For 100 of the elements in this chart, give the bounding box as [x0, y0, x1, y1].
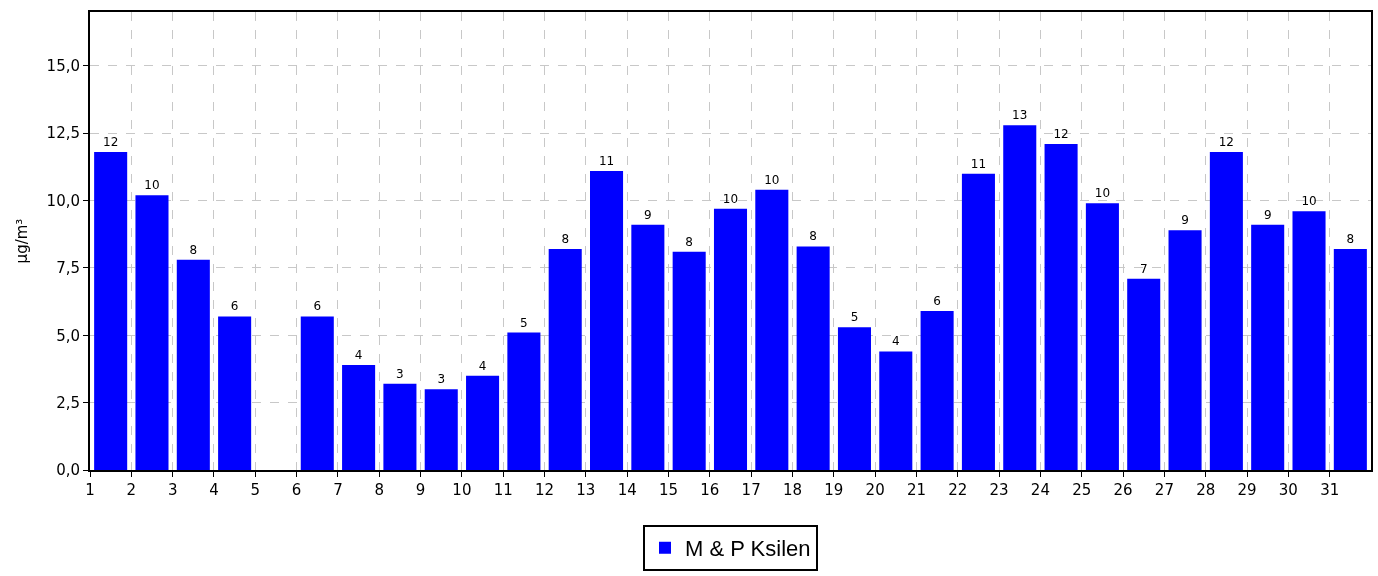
- bar: [1292, 211, 1326, 470]
- bar: [796, 246, 830, 470]
- data-label: 12: [103, 135, 119, 150]
- y-tick-label: 2,5: [56, 393, 80, 412]
- bar: [1127, 278, 1161, 470]
- bar: [713, 208, 748, 470]
- x-tick-label: 14: [617, 481, 637, 499]
- x-tick-label: 26: [1113, 481, 1133, 499]
- data-label: 11: [598, 153, 615, 168]
- bar: [176, 259, 210, 470]
- data-label: 8: [561, 232, 570, 247]
- x-tick-label: 5: [250, 481, 261, 499]
- data-label: 12: [1053, 127, 1069, 142]
- bar: [424, 389, 458, 470]
- data-label: 3: [396, 366, 404, 381]
- x-tick-label: 9: [415, 481, 426, 499]
- x-tick-label: 18: [782, 481, 803, 499]
- x-tick-label: 8: [374, 481, 385, 499]
- x-tick-label: 1: [85, 481, 95, 499]
- data-label: 4: [354, 347, 363, 362]
- y-tick-label: 5,0: [56, 326, 80, 345]
- x-tick-label: 19: [824, 481, 844, 499]
- bar: [135, 195, 169, 470]
- x-tick-label: 4: [209, 481, 219, 499]
- x-tick-label: 21: [906, 481, 926, 499]
- x-tick-label: 24: [1030, 481, 1050, 499]
- bar: [94, 152, 128, 470]
- bar: [920, 311, 954, 470]
- bar: [879, 351, 913, 470]
- bar: [590, 170, 624, 470]
- bar: [631, 224, 665, 470]
- x-tick-label: 30: [1278, 481, 1298, 499]
- y-tick-label: 15,0: [46, 57, 80, 76]
- bar: [1044, 144, 1078, 470]
- x-tick-label: 13: [576, 481, 596, 499]
- data-label: 10: [1301, 194, 1317, 209]
- data-label: 8: [809, 229, 817, 244]
- data-label: 5: [850, 310, 859, 325]
- x-tick-label: 12: [535, 481, 555, 499]
- bar: [300, 316, 334, 470]
- data-label: 4: [891, 334, 900, 349]
- data-label: 9: [1263, 207, 1272, 222]
- x-tick-label: 10: [452, 481, 472, 499]
- bar: [755, 189, 789, 470]
- y-tick-label: 12,5: [46, 124, 80, 143]
- data-label: 8: [1346, 232, 1355, 247]
- y-axis-title: µg/m³: [13, 218, 32, 264]
- data-label: 11: [970, 156, 987, 171]
- data-label: 6: [313, 299, 322, 314]
- data-label: 6: [230, 299, 239, 314]
- data-label: 8: [189, 242, 198, 257]
- data-label: 9: [1181, 213, 1189, 228]
- data-label: 6: [933, 294, 941, 309]
- x-tick-label: 7: [333, 481, 343, 499]
- data-label: 12: [1218, 135, 1235, 150]
- x-tick-label: 15: [658, 481, 679, 499]
- x-tick-label: 2: [126, 481, 137, 499]
- bar: [961, 173, 995, 470]
- x-tick-label: 22: [948, 481, 968, 499]
- data-label: 9: [644, 207, 652, 222]
- bar: [837, 327, 871, 470]
- data-label: 10: [144, 178, 160, 193]
- x-tick-label: 23: [989, 481, 1009, 499]
- data-label: 10: [764, 172, 780, 187]
- data-label: 13: [1012, 108, 1028, 123]
- data-label: 5: [520, 315, 528, 330]
- data-label: 4: [478, 358, 487, 373]
- x-tick-label: 27: [1154, 481, 1174, 499]
- bar: [1333, 249, 1367, 470]
- x-tick-label: 29: [1237, 481, 1257, 499]
- bar: [1085, 203, 1119, 470]
- bar: [383, 383, 417, 470]
- x-tick-label: 25: [1072, 481, 1092, 499]
- x-tick-label: 20: [865, 481, 885, 499]
- bar: [548, 249, 582, 470]
- bar: [342, 364, 376, 470]
- data-label: 7: [1139, 261, 1148, 276]
- data-label: 10: [722, 191, 739, 206]
- x-tick-label: 3: [167, 481, 178, 499]
- data-label: 8: [685, 234, 693, 249]
- x-tick-label: 17: [741, 481, 761, 499]
- x-tick-label: 28: [1196, 481, 1216, 499]
- y-tick-label: 10,0: [46, 191, 80, 210]
- bar: [1209, 152, 1243, 470]
- bar: [218, 316, 252, 470]
- bar: [1003, 125, 1037, 470]
- y-tick-label: 0,0: [56, 461, 80, 480]
- bar: [672, 251, 706, 470]
- bar: [1168, 230, 1202, 470]
- data-label: 3: [437, 372, 446, 387]
- x-tick-label: 11: [493, 481, 513, 499]
- y-tick-label: 7,5: [56, 259, 80, 278]
- data-label: 10: [1094, 186, 1111, 201]
- bar: [1251, 224, 1285, 470]
- legend-label: M & P Ksilen: [685, 536, 811, 562]
- bar: [466, 375, 500, 470]
- x-tick-label: 6: [291, 481, 302, 499]
- x-tick-label: 31: [1320, 481, 1340, 499]
- bar: [507, 332, 541, 470]
- x-tick-label: 16: [700, 481, 720, 499]
